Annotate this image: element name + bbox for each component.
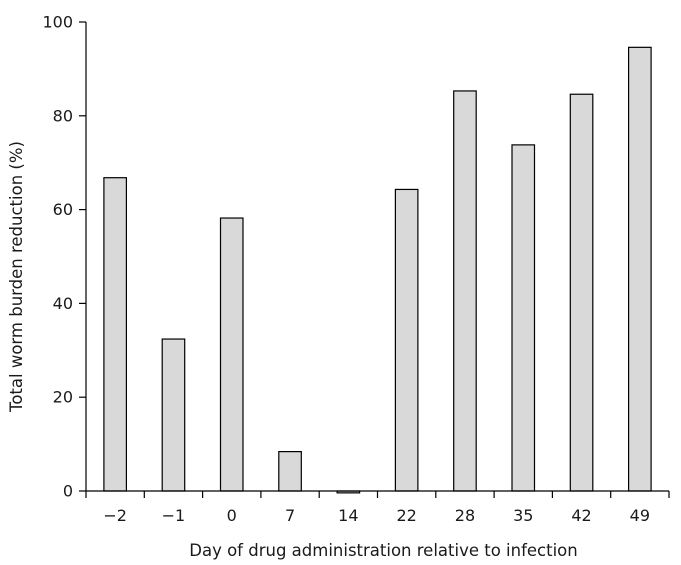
y-tick-label: 40 [53,294,73,313]
x-axis-label: Day of drug administration relative to i… [189,541,577,560]
x-tick-label: −1 [162,506,186,525]
x-tick-label: 14 [338,506,358,525]
bar [161,338,186,492]
y-tick-label: 20 [53,388,73,407]
x-tick-label: 35 [513,506,533,525]
bar [511,144,536,492]
x-tick-label: 28 [455,506,475,525]
x-tick-label: 7 [285,506,295,525]
y-axis-label: Total worm burden reduction (%) [7,141,26,413]
y-tick-label: 0 [63,482,73,501]
bar [219,217,244,492]
x-tick-label: 22 [396,506,416,525]
x-tick-label: 42 [571,506,591,525]
y-tick-label: 80 [53,106,73,125]
bar [453,90,477,492]
x-ticks-group: −2 −1 0 7 14 22 28 35 42 49 [85,491,670,525]
y-tick-label: 60 [53,200,73,219]
bars-group [103,46,652,494]
x-tick-label: 49 [630,506,650,525]
bar [103,177,128,492]
x-tick-label: 0 [227,506,237,525]
y-tick-label: 100 [42,13,73,32]
bar [278,451,302,492]
bar [394,188,419,492]
bar [627,46,652,492]
y-ticks-group: 0 20 40 60 80 100 [42,13,86,501]
bar [569,93,594,492]
x-tick-label: −2 [103,506,127,525]
